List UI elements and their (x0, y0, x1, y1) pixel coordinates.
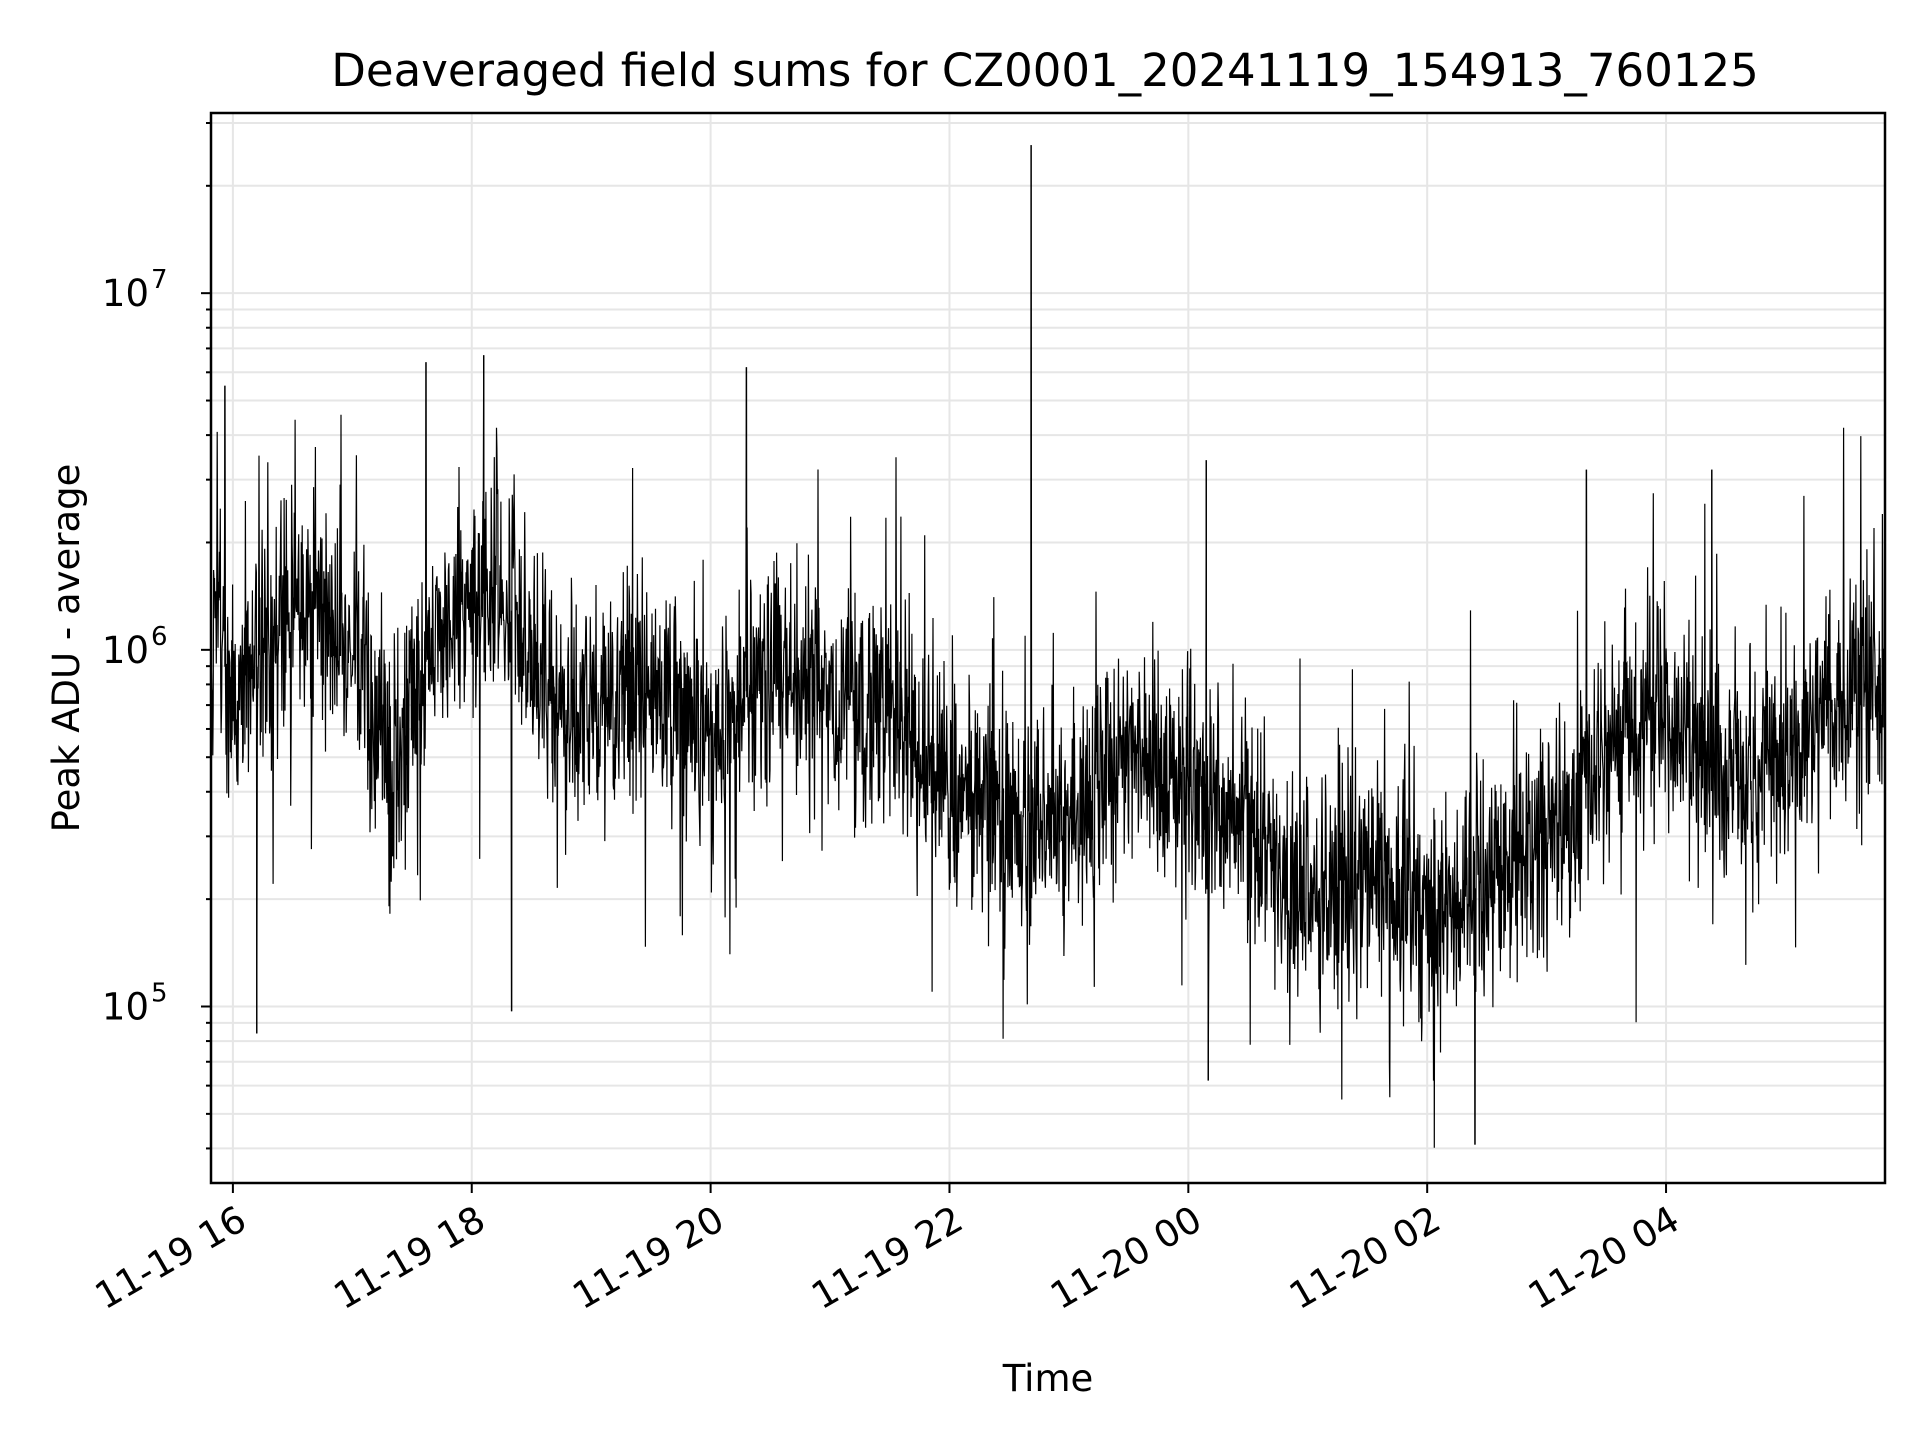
chart-title: Deaveraged field sums for CZ0001_2024111… (331, 44, 1758, 97)
y-axis-label: Peak ADU - average (45, 464, 88, 833)
y-tick-exponent: 7 (151, 265, 168, 295)
plot-frame (209, 111, 1887, 1185)
y-tick-label: 10 (102, 629, 149, 672)
y-tick-exponent: 6 (151, 622, 168, 652)
y-tick-exponent: 5 (151, 979, 168, 1009)
series-line (210, 145, 1886, 1148)
data-layer (210, 145, 1886, 1148)
y-tick-label: 10 (102, 272, 149, 315)
y-tick-label: 10 (102, 986, 149, 1029)
x-axis-label: Time (1002, 1357, 1094, 1400)
